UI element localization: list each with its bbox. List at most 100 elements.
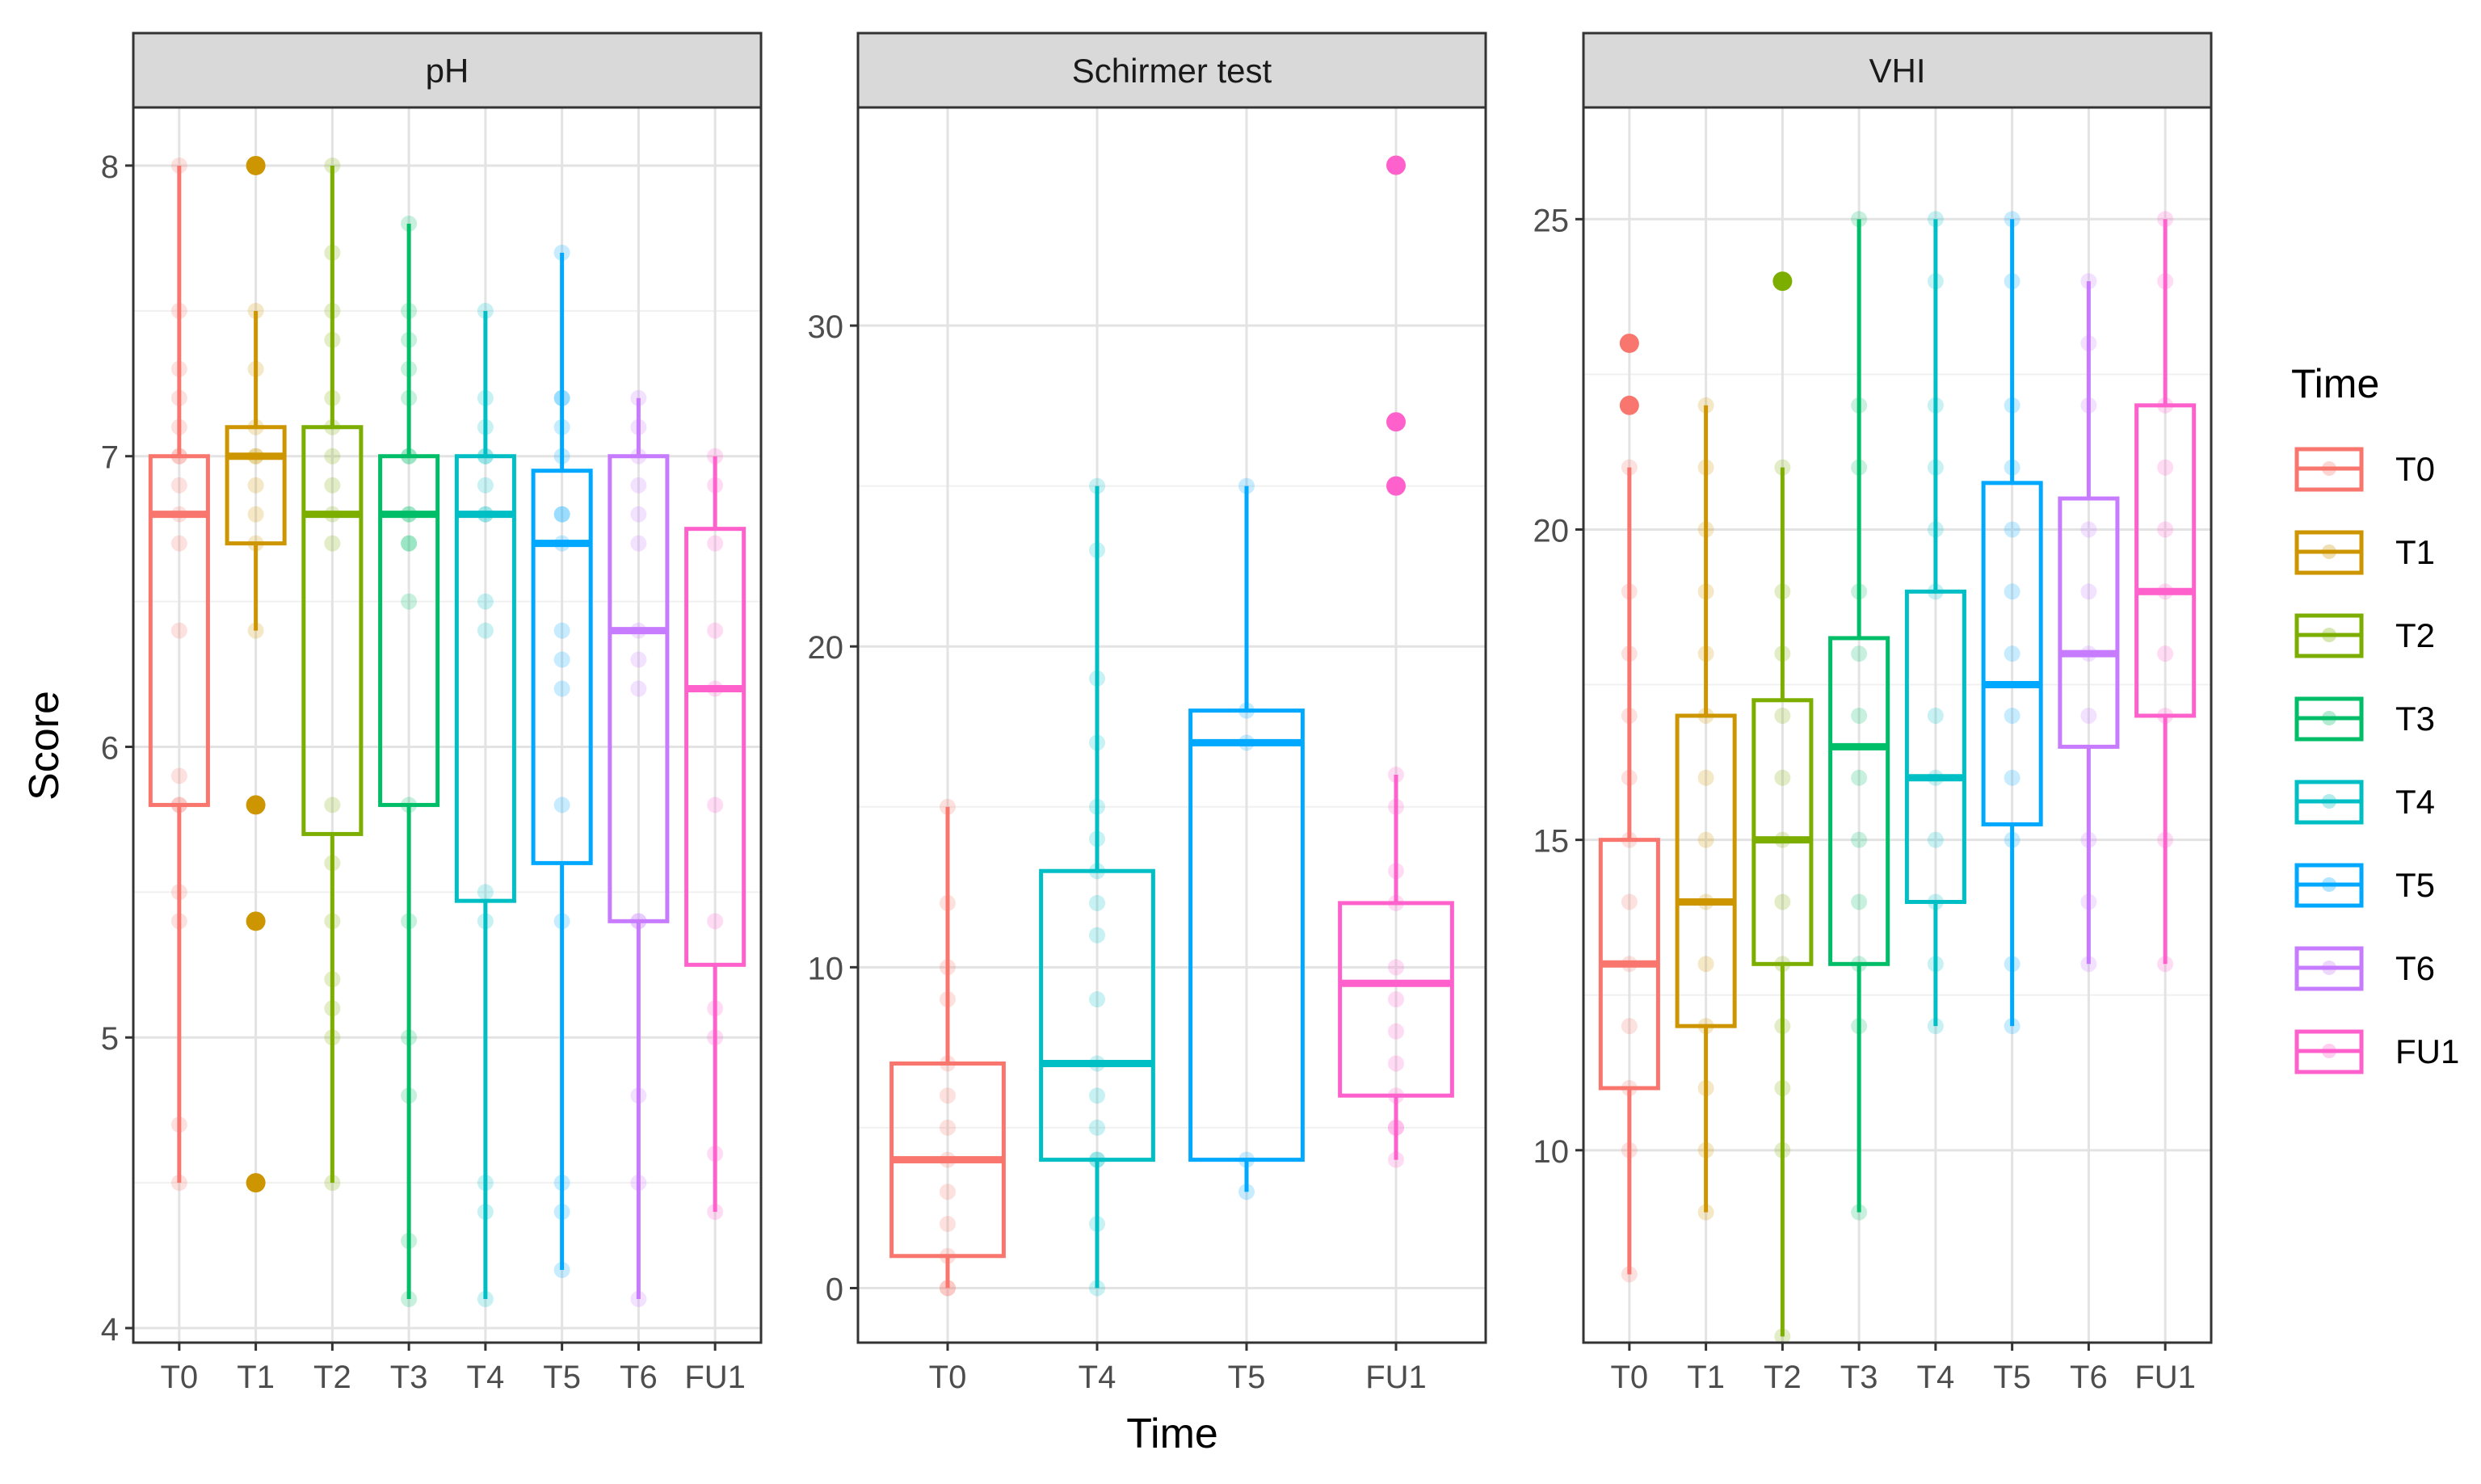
x-tick-label: T4 — [1917, 1360, 1955, 1395]
legend-key-point — [2322, 461, 2336, 476]
facet-strip — [132, 32, 763, 109]
box-iqr — [1675, 713, 1737, 1028]
data-point — [940, 1216, 956, 1233]
panel-vhi: VHI 10 15 20 25 T0 T1 T2 T3 T4 T5 T6 FU1 — [1533, 32, 2213, 1395]
data-point — [1089, 991, 1105, 1008]
box-T1 — [1675, 397, 1737, 1221]
box-iqr — [531, 469, 593, 865]
data-point — [940, 1087, 956, 1104]
box-iqr — [2134, 403, 2197, 718]
data-point — [1621, 893, 1638, 910]
x-tick-label: FU1 — [1365, 1360, 1427, 1395]
data-point — [707, 797, 724, 813]
legend-label: T2 — [2395, 616, 2435, 654]
data-point — [170, 622, 187, 639]
y-tick-label: 20 — [1533, 513, 1570, 549]
outlier-point — [1619, 395, 1639, 415]
legend-title: Time — [2291, 361, 2379, 406]
y-tick-label: 10 — [1533, 1134, 1570, 1170]
data-point — [324, 535, 341, 552]
data-point — [1388, 1055, 1404, 1072]
data-point — [553, 506, 570, 523]
data-point — [1927, 707, 1944, 724]
plot-background — [1583, 107, 2211, 1343]
data-point — [324, 477, 341, 494]
y-tick-label: 30 — [808, 309, 844, 345]
outlier-point — [1386, 476, 1406, 496]
legend-item-t5: T5 — [2294, 863, 2435, 908]
outlier-point — [1619, 333, 1639, 353]
data-point — [707, 913, 724, 930]
x-tick-label: T5 — [543, 1360, 581, 1395]
panel-border — [856, 106, 1487, 1344]
box-T0 — [1598, 333, 1660, 1283]
box-iqr — [1338, 901, 1454, 1098]
data-point — [553, 651, 570, 668]
data-point — [1774, 893, 1791, 910]
x-tick-label: T0 — [161, 1360, 199, 1395]
legend-label: T3 — [2395, 700, 2435, 738]
y-tick-label: 20 — [808, 630, 844, 666]
facet-strip-label: pH — [426, 52, 469, 90]
data-point — [707, 622, 724, 639]
outlier-point — [246, 1173, 266, 1193]
legend-key-point — [2322, 628, 2336, 642]
facet-panels: pH 4 5 6 7 8 T0 T1 T2 T3 T4 T5 T6 FU1 Schirmer test 0 10… — [101, 32, 2213, 1395]
box-T4 — [1904, 211, 1966, 1035]
box-T6 — [608, 389, 670, 1308]
data-point — [324, 448, 341, 465]
data-point — [2080, 707, 2097, 724]
data-point — [2080, 583, 2097, 600]
box-T3 — [1828, 211, 1890, 1221]
data-point — [553, 622, 570, 639]
box-T5 — [1188, 477, 1305, 1200]
box-iqr — [1188, 708, 1305, 1162]
data-point — [2157, 645, 2174, 662]
data-point — [940, 1119, 956, 1136]
x-tick-label: T3 — [1840, 1360, 1878, 1395]
data-point — [401, 535, 418, 552]
data-point — [1089, 1087, 1105, 1104]
data-point — [1388, 959, 1404, 976]
legend-item-fu1: FU1 — [2294, 1029, 2459, 1074]
panel-ph: pH 4 5 6 7 8 T0 T1 T2 T3 T4 T5 T6 FU1 — [101, 32, 763, 1395]
y-tick-label: 5 — [101, 1021, 119, 1057]
y-tick-label: 7 — [101, 440, 119, 476]
x-tick-label: T2 — [313, 1360, 351, 1395]
data-point — [1851, 645, 1868, 662]
data-point — [1697, 956, 1714, 973]
box-T3 — [378, 215, 440, 1308]
data-point — [1621, 1018, 1638, 1035]
x-tick-label: T1 — [237, 1360, 275, 1395]
x-tick-label: FU1 — [684, 1360, 746, 1395]
x-tick-label: T0 — [929, 1360, 967, 1395]
legend-item-t1: T1 — [2294, 530, 2435, 575]
x-tick-label: T0 — [1611, 1360, 1649, 1395]
data-point — [2157, 521, 2174, 538]
legend-item-t2: T2 — [2294, 613, 2435, 658]
data-point — [2004, 707, 2021, 724]
box-iqr — [1828, 636, 1890, 966]
x-tick-label: T5 — [1228, 1360, 1266, 1395]
box-FU1 — [1338, 155, 1454, 1168]
box-iqr — [378, 454, 440, 807]
legend-label: T4 — [2395, 783, 2435, 821]
x-tick-label: T6 — [620, 1360, 658, 1395]
y-tick-label: 25 — [1533, 203, 1570, 238]
box-iqr — [684, 527, 746, 967]
outlier-point — [246, 911, 266, 931]
legend-key-point — [2322, 711, 2336, 725]
legend: Time T0 T1 T2 T3 T4 T5 T6 FU1 — [2291, 361, 2459, 1074]
x-tick-label: FU1 — [2134, 1360, 2196, 1395]
x-tick-label: T2 — [1764, 1360, 1802, 1395]
data-point — [2004, 583, 2021, 600]
legend-key-point — [2322, 794, 2336, 809]
data-point — [1851, 769, 1868, 786]
data-point — [1851, 831, 1868, 848]
legend-key-point — [2322, 877, 2336, 892]
data-point — [1774, 769, 1791, 786]
data-point — [477, 622, 494, 639]
outlier-point — [246, 795, 266, 815]
data-point — [553, 797, 570, 813]
